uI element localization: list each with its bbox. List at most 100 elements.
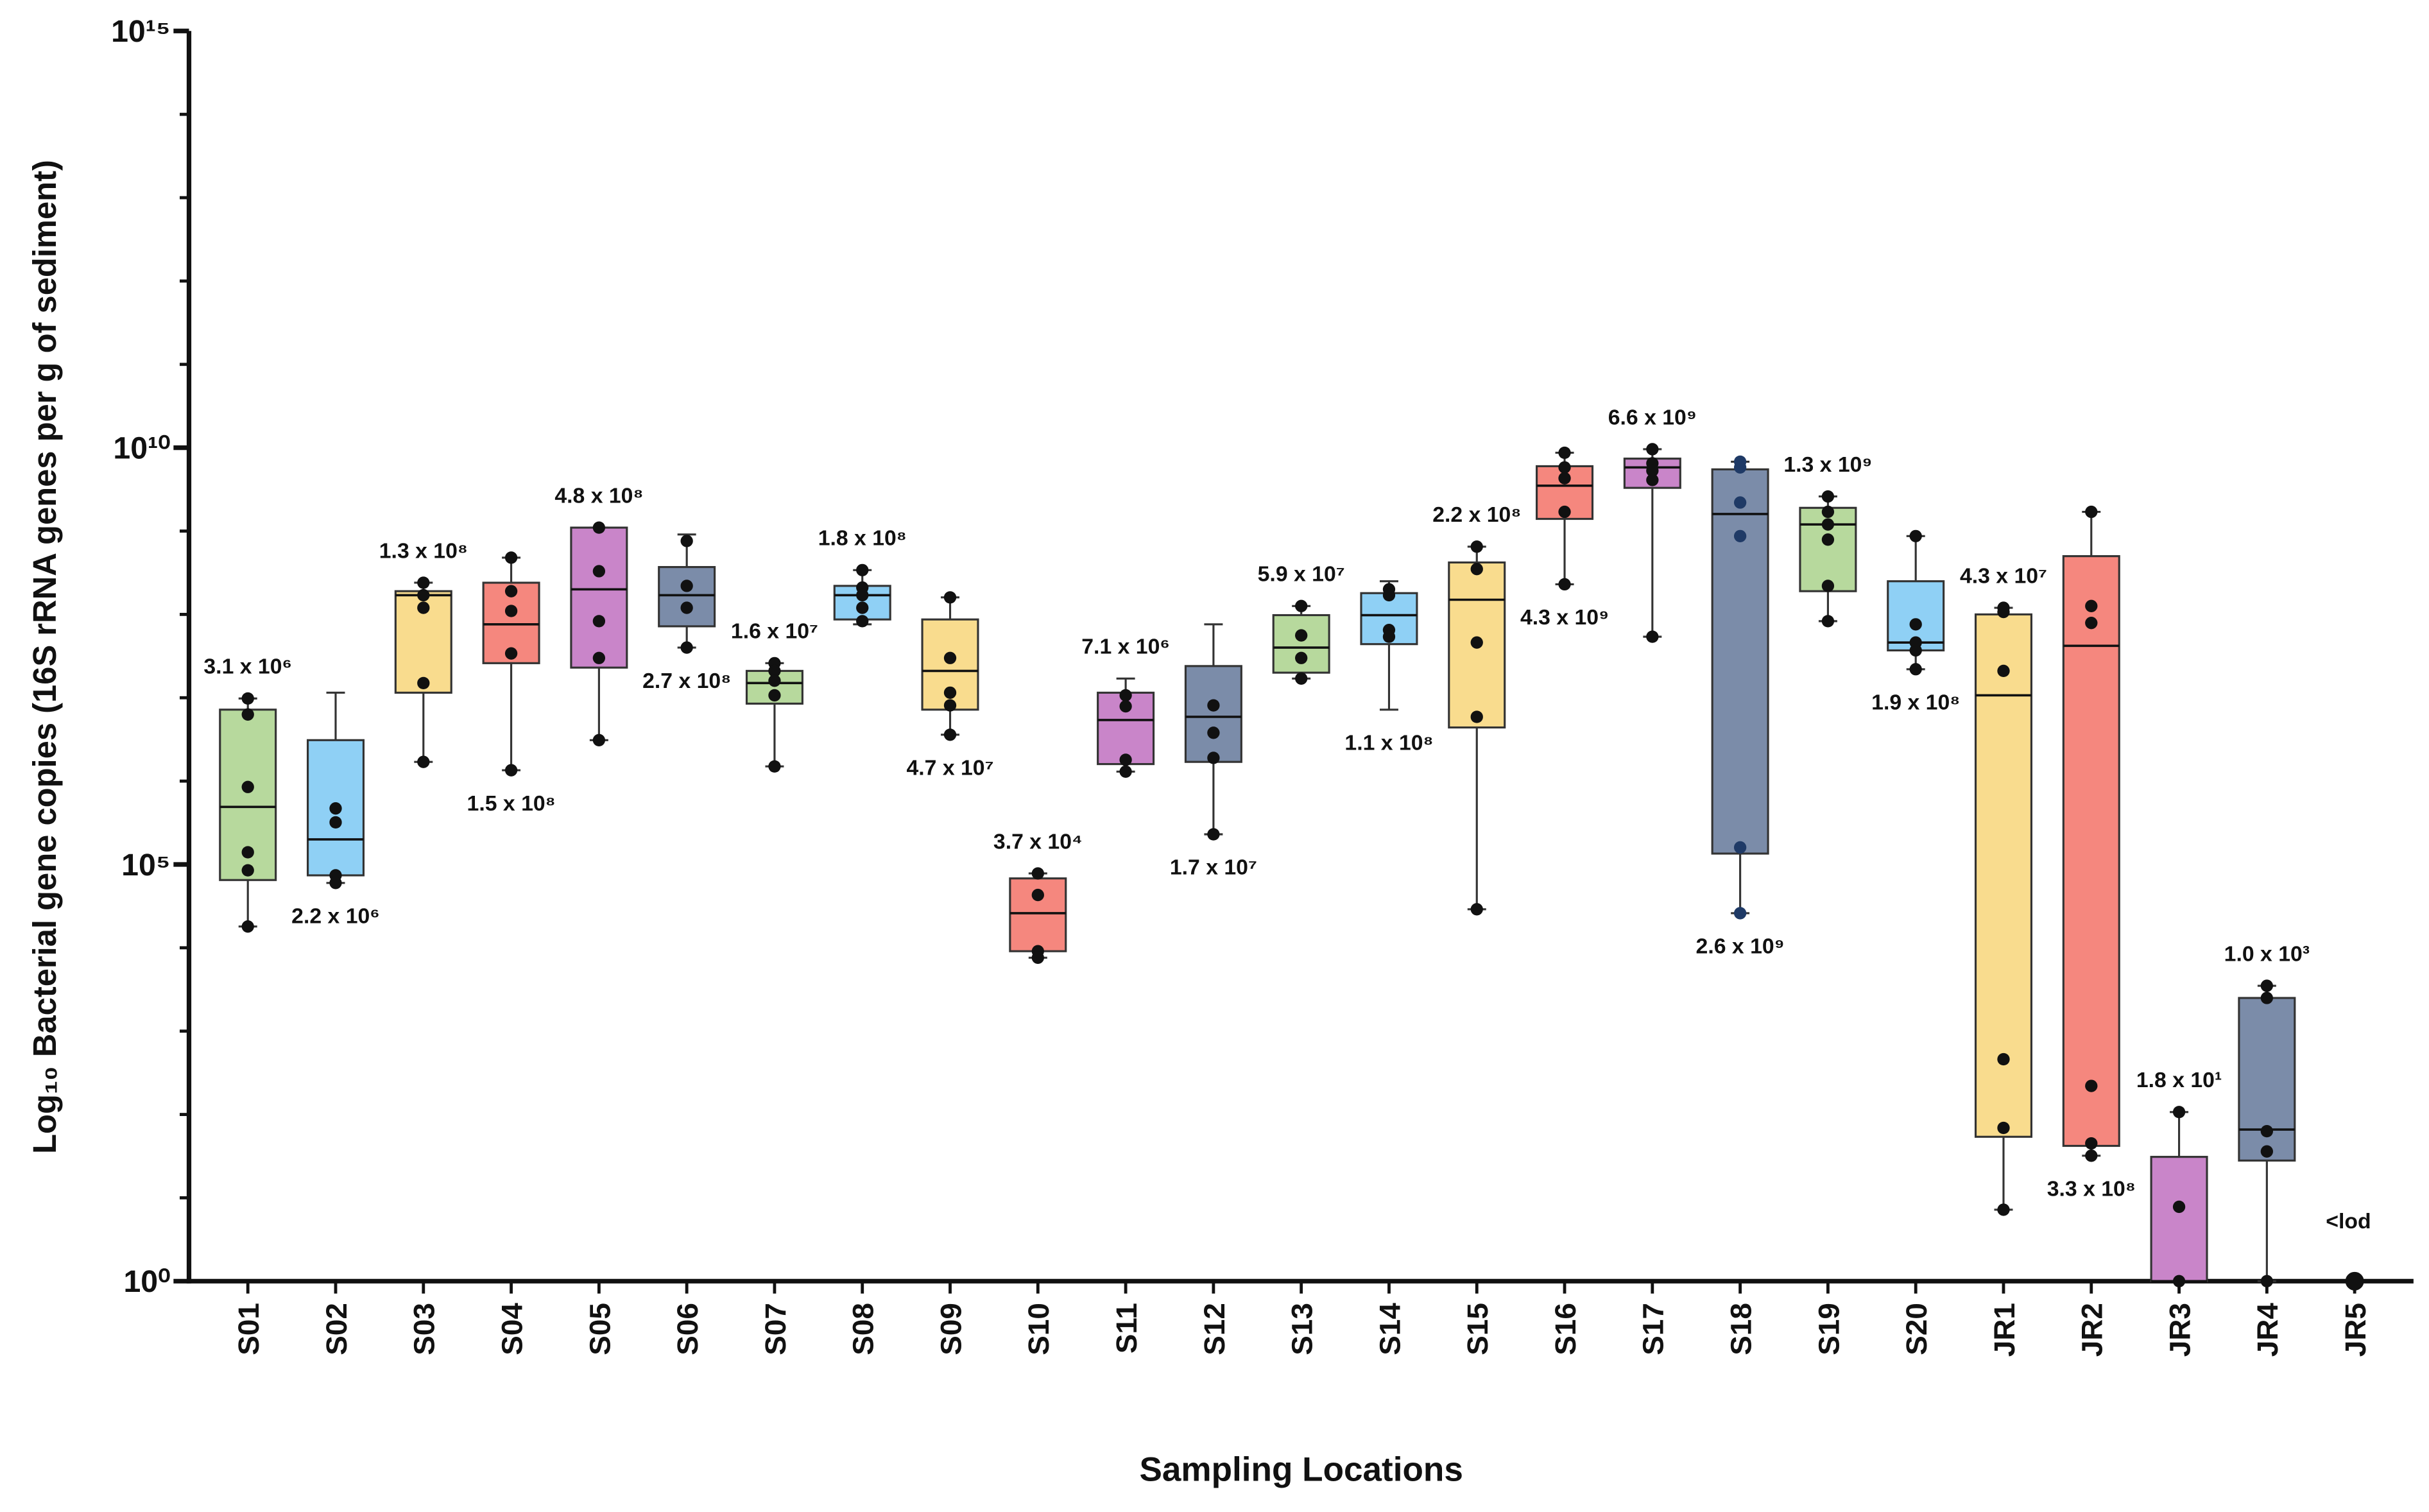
value-annotation: 4.8 x 10⁸ (554, 484, 643, 508)
value-annotation: 3.7 x 10⁴ (993, 829, 1083, 854)
data-point (856, 601, 869, 614)
data-point (1558, 505, 1571, 519)
data-point (768, 674, 781, 687)
value-annotation: 4.3 x 10⁹ (1520, 605, 1609, 630)
data-point (1119, 765, 1132, 778)
data-point (2260, 1124, 2274, 1138)
data-point (2345, 1271, 2364, 1291)
data-point (1207, 726, 1220, 739)
data-point (1821, 615, 1835, 628)
data-point (592, 651, 606, 664)
value-annotation: 3.1 x 10⁶ (203, 655, 292, 679)
data-point (1207, 699, 1220, 712)
data-point (329, 877, 342, 889)
data-point (592, 615, 606, 628)
data-point (592, 565, 606, 578)
value-annotation: 2.2 x 10⁸ (1432, 503, 1521, 527)
data-point (592, 521, 606, 534)
data-point (1821, 490, 1835, 503)
y-tick-label: 10¹⁵ (111, 14, 170, 49)
value-annotation: 1.1 x 10⁸ (1344, 731, 1433, 755)
x-tick-label: S16 (1549, 1303, 1582, 1355)
data-point (768, 664, 781, 678)
data-point (1646, 464, 1659, 477)
x-tick-label: S14 (1373, 1303, 1406, 1355)
data-point (1295, 599, 1308, 612)
data-point (1031, 951, 1044, 964)
value-annotation: 5.9 x 10⁷ (1258, 562, 1345, 587)
value-annotation: 1.9 x 10⁸ (1871, 691, 1960, 715)
data-point (1031, 888, 1044, 902)
value-annotation: 3.3 x 10⁸ (2047, 1177, 2136, 1201)
data-point (504, 764, 518, 777)
data-point (1821, 518, 1835, 531)
data-point (2085, 1079, 2098, 1092)
data-point (2085, 1149, 2098, 1162)
data-point (856, 615, 869, 628)
value-annotation: <lod (2326, 1209, 2371, 1233)
data-point (1295, 629, 1308, 642)
data-point (680, 580, 693, 592)
data-point (329, 816, 342, 829)
data-point (1733, 496, 1747, 509)
data-point (2260, 1275, 2274, 1287)
data-point (1470, 540, 1483, 553)
x-tick-label: S12 (1197, 1303, 1231, 1355)
x-tick-label: S01 (232, 1303, 265, 1355)
value-annotation: 1.3 x 10⁹ (1783, 452, 1872, 477)
x-tick-label: S03 (408, 1303, 441, 1355)
x-tick-label: JR4 (2251, 1303, 2284, 1357)
x-tick-label: S17 (1636, 1303, 1670, 1355)
data-point (680, 535, 693, 547)
value-annotation: 2.2 x 10⁶ (291, 904, 380, 929)
data-point (2172, 1275, 2186, 1287)
data-point (2172, 1200, 2186, 1214)
x-tick-label: S18 (1724, 1303, 1758, 1355)
data-point (417, 601, 430, 614)
x-tick-label: JR3 (2163, 1303, 2196, 1357)
data-point (2085, 617, 2098, 630)
x-tick-label: S11 (1110, 1303, 1143, 1353)
data-point (943, 686, 957, 700)
data-point (943, 699, 957, 712)
value-annotation: 4.3 x 10⁷ (1960, 563, 2047, 588)
data-point (680, 641, 693, 654)
x-tick-label: S19 (1812, 1303, 1845, 1355)
data-point (1207, 752, 1220, 764)
data-point (329, 802, 342, 815)
x-tick-label: S08 (846, 1303, 880, 1355)
x-axis-title: Sampling Locations (1139, 1451, 1463, 1489)
data-point (592, 734, 606, 746)
data-point (768, 689, 781, 702)
data-point (1997, 1121, 2010, 1135)
data-point (1821, 580, 1835, 592)
data-point (1295, 672, 1308, 685)
data-point (1997, 1052, 2010, 1066)
value-annotation: 4.7 x 10⁷ (907, 756, 994, 780)
data-point (2172, 1106, 2186, 1119)
value-annotation: 6.6 x 10⁹ (1608, 405, 1697, 429)
data-point (1382, 630, 1396, 643)
box (2062, 555, 2120, 1147)
data-point (1646, 630, 1659, 643)
data-point (943, 591, 957, 604)
x-tick-label: JR1 (1987, 1303, 2021, 1357)
data-point (1470, 563, 1483, 576)
x-tick-label: S20 (1900, 1303, 1933, 1355)
data-point (2085, 505, 2098, 519)
x-tick-label: S02 (320, 1303, 353, 1355)
x-tick-label: S06 (671, 1303, 704, 1355)
data-point (768, 760, 781, 773)
value-annotation: 1.0 x 10³ (2224, 941, 2310, 966)
data-point (504, 605, 518, 617)
data-point (1733, 529, 1747, 543)
data-point (417, 576, 430, 589)
value-annotation: 2.6 x 10⁹ (1696, 934, 1785, 959)
value-annotation: 1.8 x 10¹ (2136, 1068, 2222, 1092)
data-point (680, 601, 693, 614)
data-point (2260, 979, 2274, 992)
data-point (1207, 828, 1220, 841)
data-point (504, 551, 518, 564)
x-tick-label: S13 (1285, 1303, 1319, 1355)
data-point (1119, 689, 1132, 702)
